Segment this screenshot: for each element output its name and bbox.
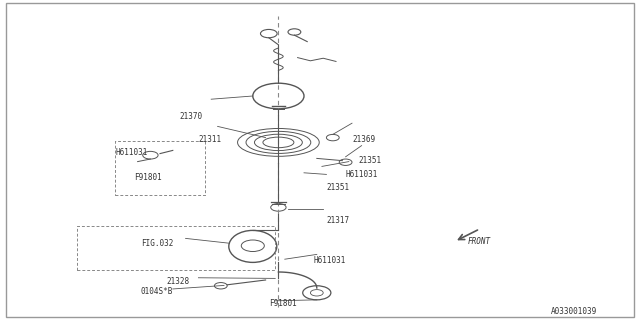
Text: F91801: F91801	[134, 173, 162, 182]
Text: H611031: H611031	[115, 148, 148, 156]
Text: 21351: 21351	[326, 183, 349, 192]
Text: FRONT: FRONT	[467, 237, 490, 246]
Text: 21311: 21311	[198, 135, 221, 144]
Text: 21317: 21317	[326, 216, 349, 225]
Text: FIG.032: FIG.032	[141, 239, 173, 248]
Text: H611031: H611031	[346, 170, 378, 179]
Text: 21370: 21370	[179, 112, 202, 121]
Text: H611031: H611031	[314, 256, 346, 265]
Text: F91801: F91801	[269, 300, 296, 308]
Text: 0104S*B: 0104S*B	[141, 287, 173, 296]
Text: A033001039: A033001039	[550, 307, 596, 316]
Text: 21351: 21351	[358, 156, 381, 164]
Text: 21369: 21369	[352, 135, 375, 144]
Text: 21328: 21328	[166, 277, 189, 286]
